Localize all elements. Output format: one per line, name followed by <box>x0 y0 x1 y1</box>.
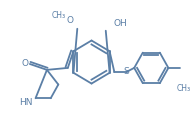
Text: CH₃: CH₃ <box>51 11 65 20</box>
Text: CH₃: CH₃ <box>177 84 191 93</box>
Text: OH: OH <box>113 19 127 28</box>
Text: O: O <box>22 59 29 68</box>
Text: O: O <box>66 17 73 25</box>
Text: HN: HN <box>19 98 33 107</box>
Text: S: S <box>124 67 130 76</box>
